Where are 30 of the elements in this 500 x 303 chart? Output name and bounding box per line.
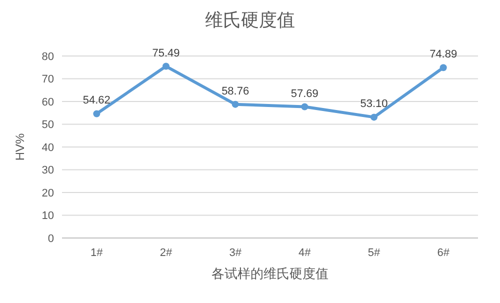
x-tick-label: 4# bbox=[298, 247, 312, 259]
y-tick-label: 40 bbox=[42, 142, 54, 154]
y-tick-label: 70 bbox=[42, 74, 54, 86]
y-tick-label: 60 bbox=[42, 96, 54, 108]
point bbox=[440, 64, 447, 72]
data-label: 57.69 bbox=[290, 88, 318, 100]
y-tick-label: 10 bbox=[42, 210, 54, 222]
y-axis-title: HV% bbox=[13, 133, 27, 161]
point bbox=[162, 62, 170, 70]
x-tick-label: 2# bbox=[160, 247, 173, 259]
data-label: 75.49 bbox=[152, 47, 180, 60]
point bbox=[301, 103, 308, 110]
x-axis-title: 各试样的维氏硬度值 bbox=[212, 266, 328, 281]
x-tick-label: 6# bbox=[437, 247, 450, 259]
data-label: 58.76 bbox=[222, 85, 250, 98]
y-tick-label: 0 bbox=[48, 232, 54, 245]
x-tick-label: 3# bbox=[229, 247, 242, 259]
y-tick-label: 80 bbox=[42, 50, 54, 63]
x-tick-label: 1# bbox=[90, 247, 104, 259]
y-tick-label: 30 bbox=[42, 164, 54, 177]
y-tick-label: 20 bbox=[42, 187, 54, 200]
chart-title: 维氏硬度值 bbox=[205, 10, 295, 30]
y-tick-label: 50 bbox=[42, 119, 54, 132]
data-label: 53.10 bbox=[360, 98, 388, 110]
point bbox=[370, 114, 378, 121]
point bbox=[232, 100, 239, 108]
data-label: 74.89 bbox=[430, 48, 458, 61]
point bbox=[93, 110, 100, 118]
data-label: 54.62 bbox=[82, 94, 110, 107]
x-tick-label: 5# bbox=[368, 247, 381, 259]
